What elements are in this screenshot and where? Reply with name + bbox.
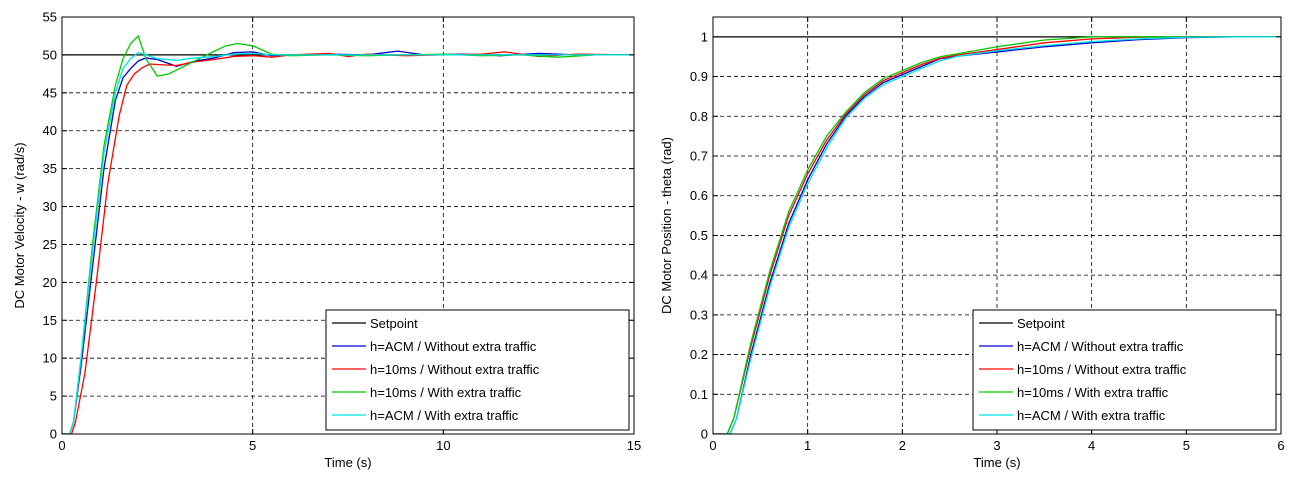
y-tick-label: 0.2 [690,347,708,362]
x-tick-label: 2 [899,438,906,453]
y-tick-label: 0.6 [690,188,708,203]
x-tick-label: 5 [249,438,256,453]
y-tick-label: 30 [43,199,57,214]
legend-label: h=ACM / With extra traffic [370,408,519,423]
legend-label: h=10ms / Without extra traffic [1017,362,1187,377]
x-tick-label: 0 [709,438,716,453]
y-tick-label: 20 [43,275,57,290]
y-tick-label: 25 [43,237,57,252]
x-tick-label: 6 [1277,438,1284,453]
y-tick-label: 5 [50,389,57,404]
y-tick-label: 40 [43,123,57,138]
legend-label: h=ACM / Without extra traffic [1017,339,1184,354]
legend: Setpoint h=ACM / Without extra traffic h=1… [972,309,1277,431]
y-tick-label: 0.9 [690,69,708,84]
x-tick-label: 15 [627,438,641,453]
y-tick-label: 0.7 [690,149,708,164]
y-tick-label: 50 [43,47,57,62]
y-tick-label: 0.8 [690,109,708,124]
y-tick-label: 45 [43,85,57,100]
y-tick-label: 0.5 [690,228,708,243]
series-line-4 [713,36,1281,434]
axes-box [61,16,635,435]
y-tick-label: 10 [43,351,57,366]
legend-label: h=ACM / Without extra traffic [370,339,537,354]
x-axis-label: Time (s) [324,455,371,470]
legend-label: h=ACM / With extra traffic [1017,408,1166,423]
x-tick-label: 0 [58,438,65,453]
y-axis-label: DC Motor Velocity - w (rad/s) [12,142,27,308]
legend: Setpoint h=ACM / Without extra traffic h=1… [325,309,630,431]
y-tick-label: 1 [701,29,708,44]
legend-label: h=10ms / With extra traffic [1017,385,1169,400]
x-tick-label: 3 [993,438,1000,453]
x-tick-label: 4 [1088,438,1095,453]
x-tick-label: 1 [804,438,811,453]
y-tick-label: 0 [50,427,57,442]
y-tick-label: 35 [43,161,57,176]
y-tick-label: 55 [43,10,57,25]
legend-label: Setpoint [370,316,418,331]
x-tick-label: 10 [436,438,450,453]
y-tick-label: 0 [701,427,708,442]
y-tick-label: 0.4 [690,268,708,283]
y-tick-label: 0.1 [690,387,708,402]
chart-2: 0 1 2 3 4 5 6 0 0.1 0.2 0.3 0.4 0.5 0.6 0.7 0.8 0.9 1 Time… [659,16,1285,470]
y-tick-label: 15 [43,313,57,328]
series-line-5 [62,51,634,434]
legend-label: h=10ms / With extra traffic [370,385,522,400]
series-line-3 [713,36,1281,434]
legend-box [325,309,630,431]
chart-1: 0 5 10 15 0 5 10 15 20 25 30 35 40 45 50 55 Time (s) DC M… [12,10,641,471]
x-axis-label: Time (s) [973,455,1020,470]
y-tick-label: 0.3 [690,307,708,322]
y-axis-label: DC Motor Position - theta (rad) [659,137,674,314]
series-line-2 [713,36,1281,434]
legend-label: h=10ms / Without extra traffic [370,362,540,377]
series-line-5 [713,36,1281,434]
legend-label: Setpoint [1017,316,1065,331]
x-tick-label: 5 [1183,438,1190,453]
legend-box [972,309,1277,431]
